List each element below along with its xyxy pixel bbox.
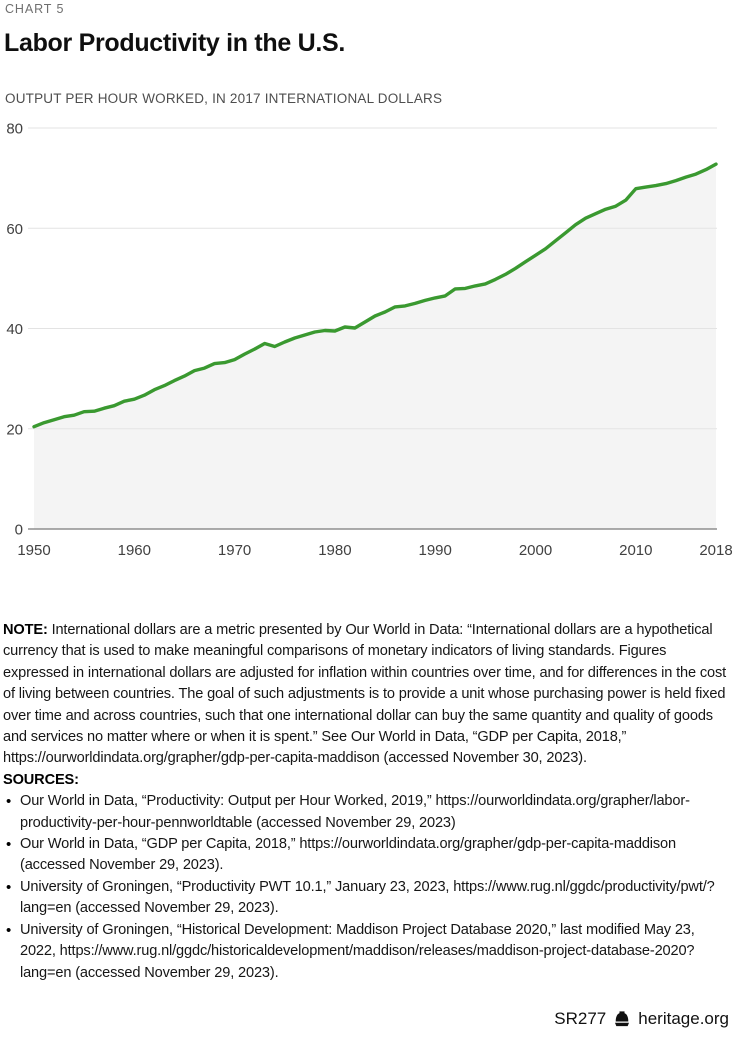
note-text: International dollars are a metric prese… [3, 622, 727, 767]
y-tick-label: 0 [15, 522, 23, 539]
source-item: University of Groningen, “Productivity P… [3, 877, 731, 920]
y-tick-label: 60 [6, 221, 23, 238]
x-tick-label: 1980 [318, 542, 351, 559]
y-tick-label: 80 [6, 121, 23, 138]
site-name: heritage.org [638, 1009, 729, 1028]
liberty-bell-icon [615, 1010, 630, 1026]
source-item: University of Groningen, “Historical Dev… [3, 920, 731, 984]
x-tick-label: 2010 [619, 542, 652, 559]
source-item: Our World in Data, “GDP per Capita, 2018… [3, 834, 731, 877]
chart-subtitle: OUTPUT PER HOUR WORKED, IN 2017 INTERNAT… [5, 91, 443, 106]
page-title: Labor Productivity in the U.S. [4, 29, 346, 57]
x-tick-label: 1990 [419, 542, 452, 559]
report-footer: SR277 heritage.org [554, 1009, 729, 1029]
x-tick-label: 1970 [218, 542, 251, 559]
chart-number-kicker: CHART 5 [5, 2, 65, 16]
x-tick-label: 2000 [519, 542, 552, 559]
x-tick-label: 1950 [17, 542, 50, 559]
notes-and-sources: NOTE: International dollars are a metric… [3, 620, 731, 984]
note-paragraph: NOTE: International dollars are a metric… [3, 620, 731, 770]
productivity-line-series [32, 162, 718, 429]
sources-list: Our World in Data, “Productivity: Output… [3, 791, 731, 984]
note-label: NOTE: [3, 622, 48, 638]
y-tick-label: 20 [6, 421, 23, 438]
area-fill [34, 164, 716, 529]
productivity-chart: 0 20 40 60 80 1950 1960 1970 1980 1990 2000 2010 201… [0, 121, 734, 567]
x-tick-label: 1960 [118, 542, 151, 559]
source-item: Our World in Data, “Productivity: Output… [3, 791, 731, 834]
report-id: SR277 [554, 1009, 607, 1028]
chart-canvas: 0 20 40 60 80 1950 1960 1970 1980 1990 2000 2010 201… [6, 121, 732, 560]
x-tick-label: 2018 [699, 542, 732, 559]
y-tick-label: 40 [6, 321, 23, 338]
sources-label: SOURCES: [3, 771, 79, 788]
